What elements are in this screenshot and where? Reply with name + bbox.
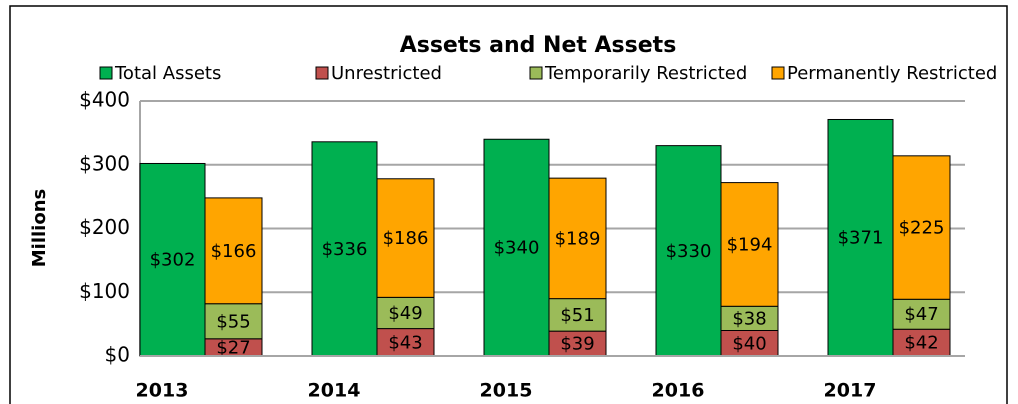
legend-label: Total Assets [114, 63, 221, 84]
bar [720, 330, 779, 357]
data-label: $38 [732, 308, 766, 329]
data-label: $51 [560, 305, 594, 326]
y-axis-label: Millions [29, 189, 50, 268]
bar [720, 305, 779, 331]
bar [311, 141, 378, 357]
bar [376, 178, 435, 298]
x-tick-label: 2014 [308, 380, 361, 402]
legend-swatch [315, 66, 329, 80]
legend-label: Temporarily Restricted [544, 63, 747, 84]
data-label: $49 [388, 303, 422, 324]
legend-label: Permanently Restricted [787, 63, 997, 84]
legend-swatch [99, 66, 113, 80]
y-tick-label: $0 [105, 343, 130, 367]
y-tick-label: $400 [79, 88, 130, 112]
bar [376, 296, 435, 330]
x-tick-label: 2013 [136, 380, 189, 402]
chart-title: Assets and Net Assets [400, 33, 677, 58]
bar [892, 155, 951, 300]
bar [827, 118, 894, 357]
data-label: $194 [727, 234, 773, 255]
data-label: $40 [732, 333, 766, 354]
y-tick-label: $100 [79, 279, 130, 303]
data-label: $371 [838, 228, 884, 249]
bar [892, 328, 951, 357]
data-label: $225 [899, 218, 945, 239]
data-label: $166 [211, 241, 257, 262]
legend-label: Unrestricted [331, 63, 442, 84]
bar [655, 145, 722, 357]
data-label: $42 [904, 333, 938, 354]
bar [483, 138, 550, 357]
bar [376, 328, 435, 357]
bar [720, 182, 779, 307]
data-label: $340 [494, 238, 540, 259]
data-label: $336 [322, 239, 368, 260]
legend-swatch [529, 66, 543, 80]
data-label: $43 [388, 332, 422, 353]
x-tick-label: 2015 [480, 380, 533, 402]
data-label: $186 [383, 228, 429, 249]
x-tick-label: 2016 [652, 380, 705, 402]
legend-swatch [771, 66, 785, 80]
bar [204, 197, 263, 305]
x-tick-label: 2017 [824, 380, 877, 402]
data-label: $39 [560, 334, 594, 355]
data-label: $302 [150, 250, 196, 271]
data-label: $47 [904, 304, 938, 325]
data-label: $55 [216, 311, 250, 332]
data-label: $189 [555, 228, 601, 249]
y-tick-label: $300 [79, 151, 130, 175]
bar [548, 177, 607, 300]
data-label: $330 [666, 241, 712, 262]
y-tick-label: $200 [79, 215, 130, 239]
data-label: $27 [216, 337, 250, 358]
